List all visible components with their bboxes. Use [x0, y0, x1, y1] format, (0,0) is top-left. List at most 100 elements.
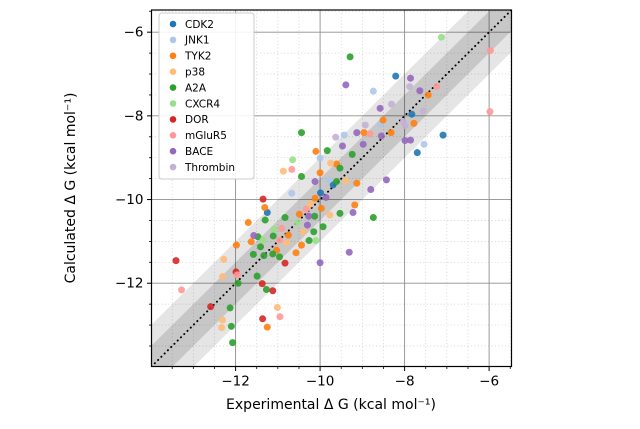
series-p38	[218, 159, 350, 332]
y-tick-label: −6	[124, 25, 144, 41]
scatter-point	[407, 136, 415, 144]
plot-border	[150, 9, 513, 368]
legend-item-Thrombin: Thrombin	[169, 162, 235, 174]
scatter-point	[342, 81, 350, 89]
scatter-point	[229, 339, 237, 347]
scatter-point	[316, 154, 324, 162]
scatter-point	[234, 279, 242, 287]
y-tick-label: −10	[115, 192, 144, 208]
series-JNK1	[288, 87, 428, 197]
scatter-point	[207, 303, 215, 311]
scatter-point	[407, 74, 415, 82]
legend-label: JNK1	[184, 35, 210, 47]
legend-marker	[169, 116, 177, 123]
scatter-point	[342, 177, 350, 185]
scatter-point	[270, 225, 278, 233]
legend-marker	[169, 20, 177, 28]
scatter-point	[433, 83, 441, 91]
legend-item-BACE: BACE	[169, 146, 213, 158]
scatter-point	[258, 280, 266, 288]
scatter-point	[316, 259, 324, 267]
x-tick-label: −6	[479, 374, 499, 390]
scatter-point	[410, 119, 418, 127]
legend-marker	[169, 68, 177, 75]
scatter-point	[269, 232, 277, 240]
scatter-point	[353, 129, 361, 137]
scatter-point	[218, 316, 226, 324]
scatter-point	[360, 129, 368, 137]
scatter-point	[269, 250, 277, 258]
legend-label: mGluR5	[185, 130, 227, 142]
scatter-point	[382, 176, 390, 184]
scatter-point	[420, 140, 428, 148]
scatter-point	[218, 273, 226, 281]
legend: CDK2 JNK1 TYK2 p38 A2A CXCR4 DOR mGluR5 BACE Thro…	[158, 12, 255, 180]
series-Thrombin	[332, 83, 427, 141]
scatter-point	[276, 253, 284, 261]
scatter-point	[311, 194, 319, 202]
legend-item-mGluR5: mGluR5	[169, 130, 227, 142]
scatter-point	[253, 272, 261, 280]
scatter-point	[281, 214, 289, 222]
legend-item-p38: p38	[169, 67, 205, 79]
scatter-point	[349, 209, 357, 217]
scatter-point	[419, 107, 427, 115]
scatter-point	[262, 286, 270, 294]
scatter-point	[325, 176, 333, 184]
scatter-point	[332, 133, 340, 141]
legend-item-CDK2: CDK2	[169, 19, 214, 31]
axes-layer: −12 −10 −8 −6 −12 −10 −8 −6	[115, 9, 513, 390]
legend-marker	[169, 132, 177, 139]
legend-marker	[169, 100, 177, 107]
scatter-point	[338, 142, 346, 150]
legend-item-DOR: DOR	[169, 114, 209, 126]
scatter-point	[439, 131, 447, 139]
scatter-point	[276, 313, 284, 321]
series-BACE	[250, 74, 424, 267]
scatter-point	[303, 221, 311, 229]
scatter-point	[281, 259, 289, 267]
legend-item-TYK2: TYK2	[169, 51, 211, 63]
scatter-point	[306, 200, 314, 208]
scatter-point	[369, 214, 377, 222]
legend-label: TYK2	[184, 51, 211, 63]
y-tick-label: −8	[124, 108, 144, 124]
scatter-point	[232, 241, 240, 249]
scatter-point	[367, 186, 375, 194]
scatter-point	[424, 91, 432, 99]
scatter-point	[292, 249, 300, 257]
scatter-point	[326, 211, 334, 219]
legend-label: BACE	[185, 146, 213, 158]
scatter-point	[273, 304, 281, 312]
legend-label: CXCR4	[185, 98, 220, 110]
scatter-point	[288, 189, 296, 197]
series-mGluR5	[178, 47, 494, 321]
scatter-point	[257, 243, 265, 251]
legend-label: p38	[185, 67, 205, 79]
scatter-point	[298, 173, 305, 181]
scatter-point	[311, 212, 319, 220]
legend-label: DOR	[185, 114, 209, 126]
scatter-point	[416, 87, 424, 95]
series-A2A	[226, 53, 377, 347]
identity-line	[151, 10, 512, 367]
scatter-point	[336, 209, 344, 217]
scatter-point	[322, 193, 330, 201]
scatter-point	[278, 224, 286, 232]
scatter-point	[283, 239, 291, 247]
scatter-point	[408, 110, 416, 118]
legend-label: CDK2	[185, 19, 214, 31]
scatter-point	[299, 228, 307, 236]
legend-item-A2A: A2A	[169, 82, 207, 94]
scatter-point	[413, 149, 421, 157]
scatter-point	[233, 271, 241, 279]
x-axis-label: Experimental Δ G (kcal mol⁻¹)	[226, 397, 436, 413]
scatter-point	[388, 100, 395, 108]
scatter-point	[302, 205, 310, 213]
scatter-point	[486, 47, 494, 55]
scatter-points-layer	[172, 33, 494, 347]
series-CXCR4	[259, 33, 445, 245]
scatter-point	[295, 210, 303, 218]
